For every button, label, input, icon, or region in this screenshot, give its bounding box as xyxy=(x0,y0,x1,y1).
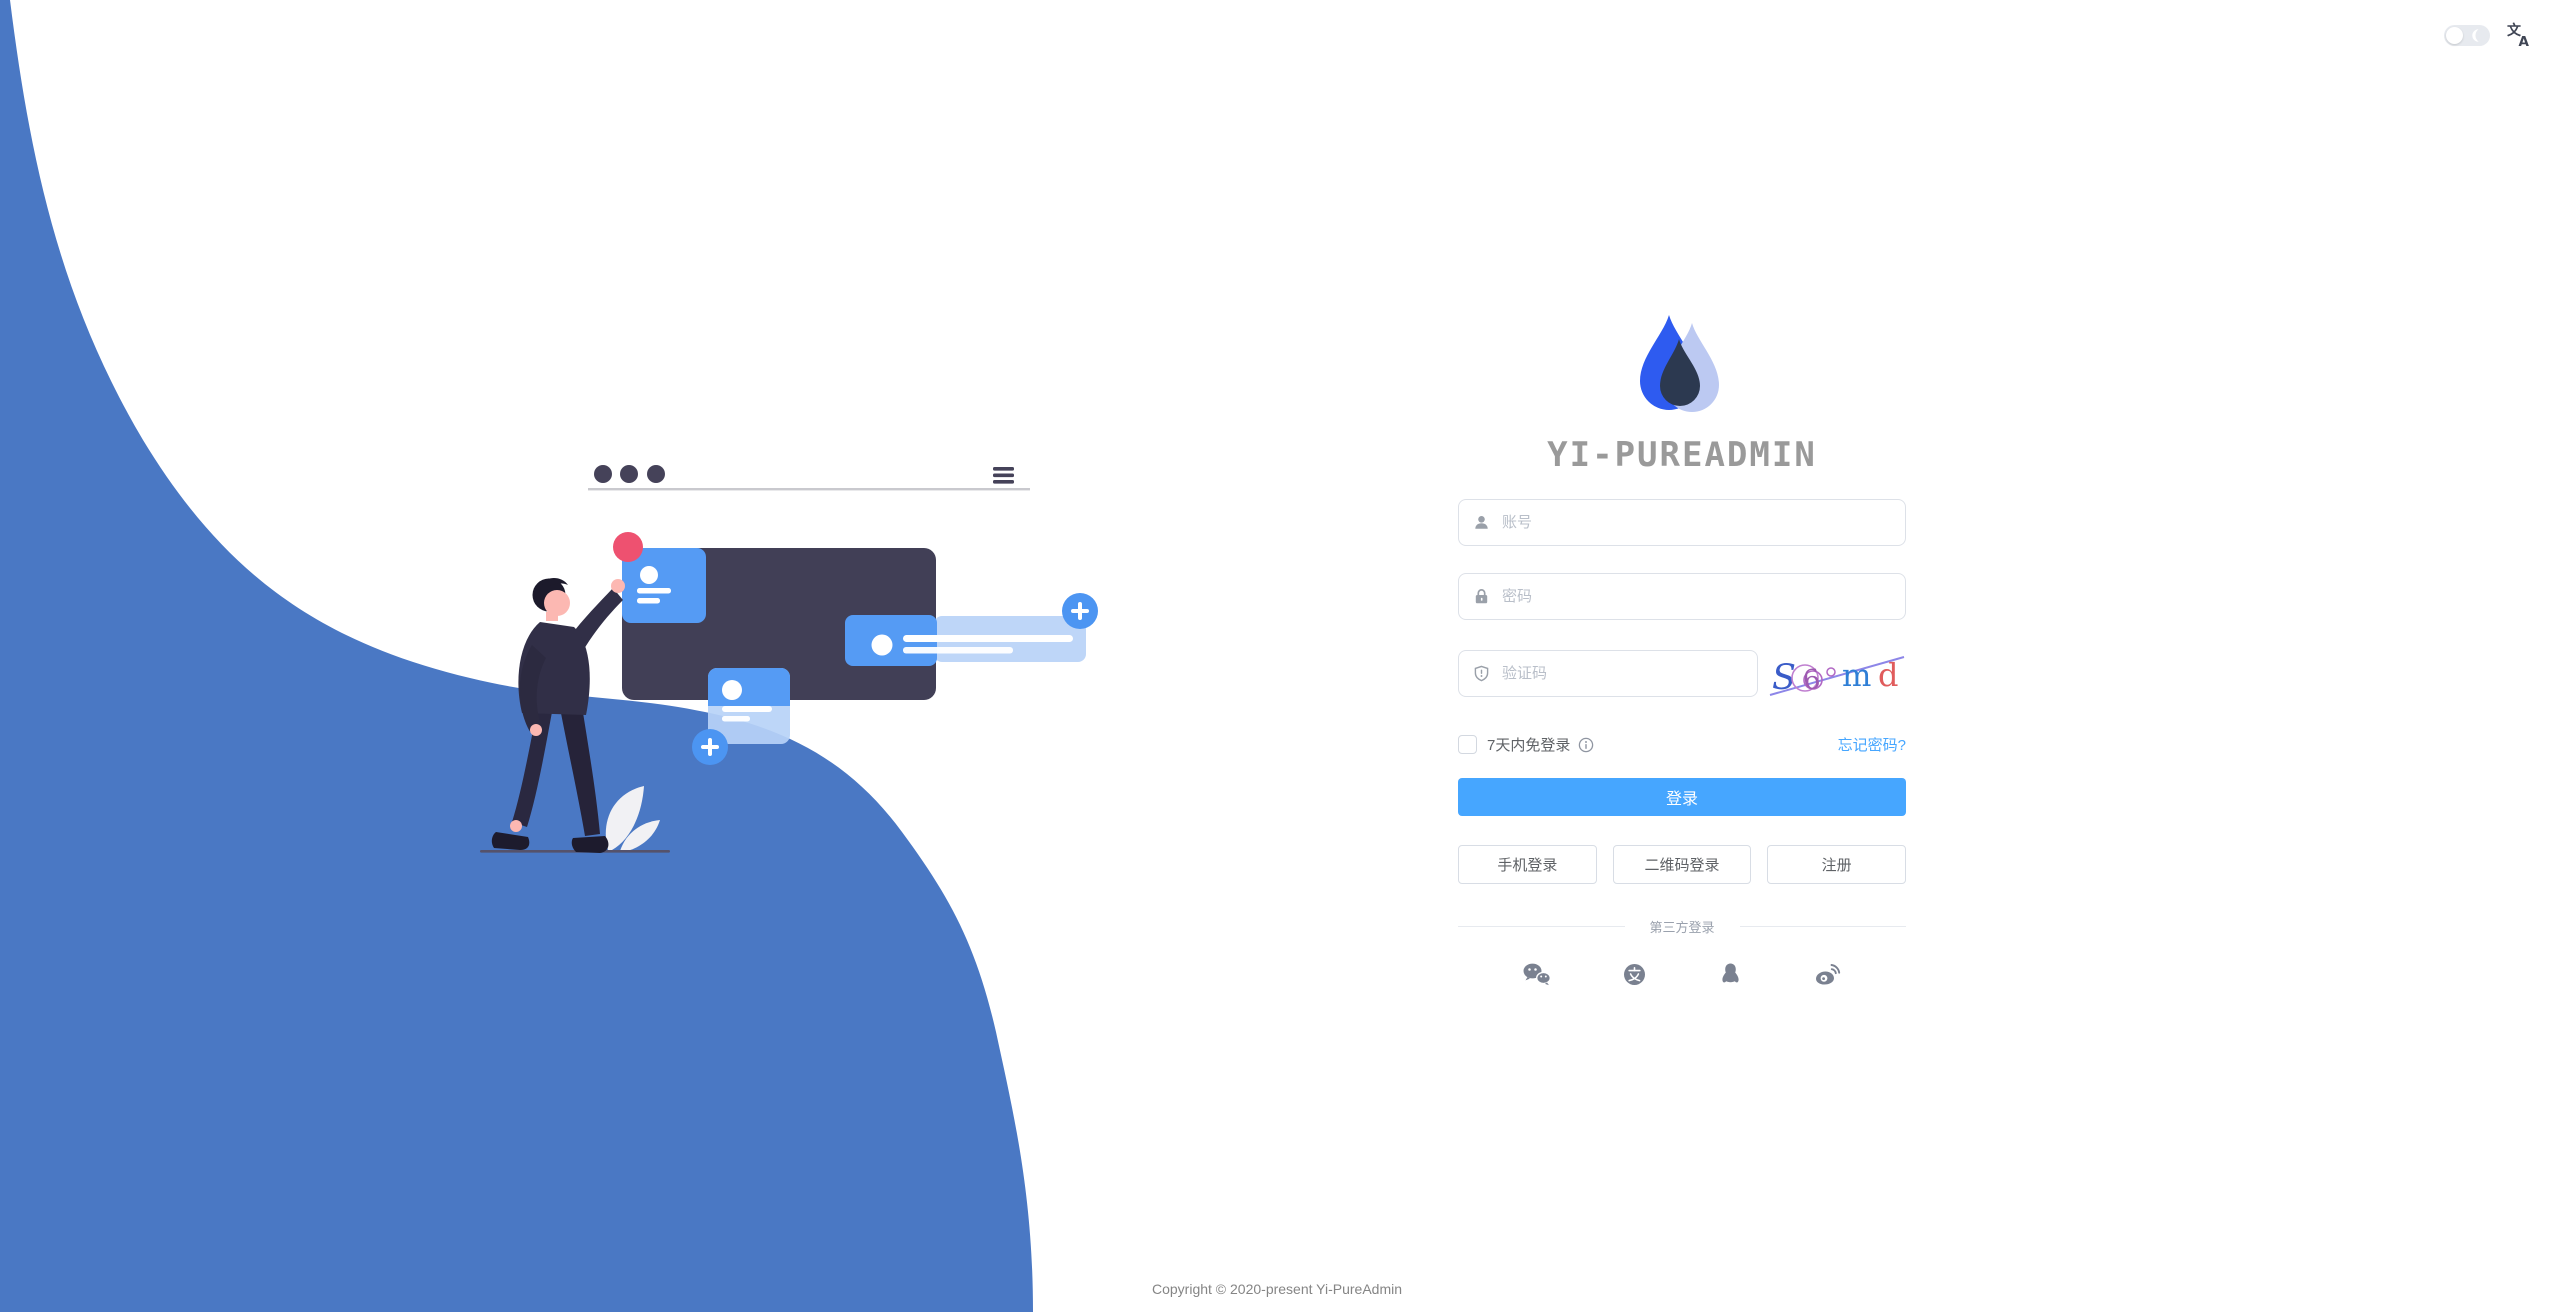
divider-label: 第三方登录 xyxy=(1649,920,1715,935)
lock-icon xyxy=(1475,589,1488,604)
divider-line xyxy=(1458,926,1625,927)
captcha-input[interactable] xyxy=(1500,663,1743,683)
wechat-icon[interactable] xyxy=(1522,962,1552,990)
plus-badge-icon xyxy=(1062,593,1098,629)
qq-icon[interactable] xyxy=(1718,962,1743,990)
password-input[interactable] xyxy=(1500,587,1891,606)
wave-background xyxy=(0,0,1033,1312)
svg-text:6: 6 xyxy=(1801,664,1822,697)
person xyxy=(491,577,625,853)
plant-leaf xyxy=(605,786,660,852)
copyright-text: Copyright © 2020-present Yi-PureAdmin xyxy=(1152,1281,1402,1297)
svg-text:S: S xyxy=(1772,658,1796,698)
notification-card-right xyxy=(845,593,1098,666)
divider-line xyxy=(1739,926,1907,927)
phone-login-button[interactable]: 手机登录 xyxy=(1458,845,1597,884)
hamburger-icon xyxy=(993,467,1014,484)
account-input[interactable] xyxy=(1500,513,1891,532)
topbar-controls: 文 A xyxy=(2444,22,2532,48)
third-party-providers xyxy=(1458,962,1906,990)
captcha-row: S 6 m d xyxy=(1458,648,1906,698)
ground-line xyxy=(480,850,670,853)
water-drop-logo xyxy=(1640,315,1719,412)
register-button[interactable]: 注册 xyxy=(1767,845,1907,884)
profile-card-top xyxy=(613,532,706,623)
plus-badge-icon xyxy=(692,729,728,765)
weibo-icon[interactable] xyxy=(1813,962,1842,990)
alt-login-buttons: 手机登录 二维码登录 注册 xyxy=(1458,845,1907,884)
captcha-image[interactable]: S 6 m d xyxy=(1768,648,1906,698)
translate-icon[interactable]: 文 A xyxy=(2506,22,2532,48)
svg-text:A: A xyxy=(2519,34,2530,48)
browser-window xyxy=(588,465,1030,491)
svg-text:d: d xyxy=(1878,656,1898,694)
password-field xyxy=(1458,573,1906,620)
logo xyxy=(1458,313,1906,417)
captcha-field xyxy=(1458,649,1758,697)
login-button[interactable]: 登录 xyxy=(1458,778,1906,816)
profile-card-bottom xyxy=(692,668,790,765)
login-panel: YI-PUREADMIN S 6 xyxy=(1458,313,1907,990)
options-row: 7天内免登录 忘记密码? xyxy=(1458,734,1906,755)
svg-text:文: 文 xyxy=(2507,22,2522,39)
user-icon xyxy=(1475,516,1488,529)
moon-icon xyxy=(2472,28,2479,42)
remember-checkbox[interactable] xyxy=(1458,735,1477,754)
info-icon[interactable] xyxy=(1578,737,1594,753)
svg-text:m: m xyxy=(1842,658,1871,694)
remember-label: 7天内免登录 xyxy=(1487,737,1571,754)
qr-login-button[interactable]: 二维码登录 xyxy=(1612,845,1752,884)
dark-mode-toggle[interactable] xyxy=(2444,24,2490,46)
forgot-password-link[interactable]: 忘记密码? xyxy=(1837,737,1906,754)
account-field xyxy=(1458,499,1906,546)
third-party-divider: 第三方登录 xyxy=(1458,917,1907,936)
alipay-icon[interactable] xyxy=(1622,962,1647,990)
red-dot-badge xyxy=(613,532,643,562)
toggle-knob xyxy=(2446,26,2463,44)
shield-icon xyxy=(1474,665,1489,681)
brand-title: YI-PUREADMIN xyxy=(1547,435,1817,475)
